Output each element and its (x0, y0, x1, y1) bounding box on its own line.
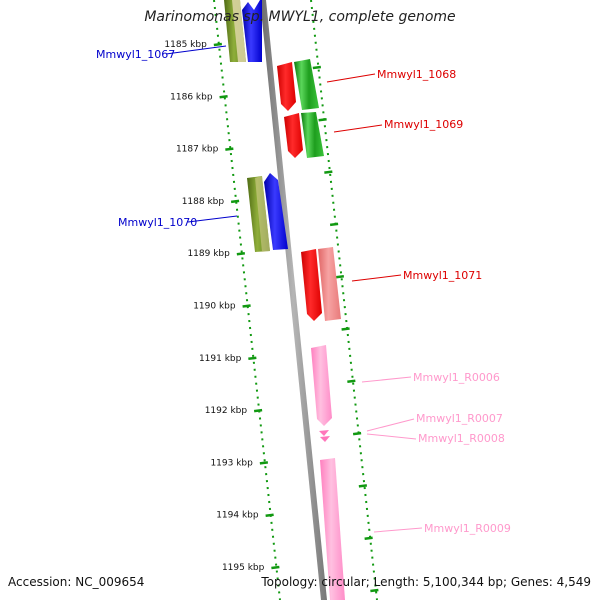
scale-tick-right-1185 (312, 65, 321, 70)
genome-backbone (260, 0, 327, 600)
rna-r0009-arrow[interactable] (320, 458, 345, 600)
gene-1071-arrow[interactable] (301, 249, 322, 321)
scale-tick-right-1191 (347, 379, 356, 384)
scale-tick-1195 (271, 565, 280, 570)
scale-tick-right-1186 (318, 118, 327, 122)
scale-label-1185: 1185 kbp (164, 40, 207, 50)
scale-label-1190: 1190 kbp (193, 302, 236, 312)
label-mmwyl1-r0008[interactable]: Mmwyl1_R0008 (418, 432, 505, 445)
scale-label-1194: 1194 kbp (216, 511, 259, 521)
label-mmwyl1-1069[interactable]: Mmwyl1_1069 (384, 118, 463, 131)
scale-tick-1194 (265, 513, 274, 517)
label-mmwyl1-r0007[interactable]: Mmwyl1_R0007 (416, 412, 503, 425)
scale-tick-right-1194 (364, 536, 373, 540)
gene-1067-arrow[interactable] (242, 0, 262, 62)
scale-tick-1192 (253, 408, 263, 413)
map-title: Marinomonas sp. MWYL1, complete genome (144, 9, 456, 25)
leader-r0007 (366, 418, 415, 432)
scale-tick-right-1190 (341, 327, 350, 331)
label-mmwyl1-1068[interactable]: Mmwyl1_1068 (377, 68, 456, 81)
genome-summary-text: Topology: circular; Length: 5,100,344 bp… (261, 575, 591, 589)
gene-1068-green-segment[interactable] (294, 59, 319, 110)
scale-tick-1193 (259, 461, 269, 465)
gene-1070-arrow[interactable] (264, 173, 288, 250)
label-mmwyl1-r0009[interactable]: Mmwyl1_R0009 (424, 522, 511, 535)
scale-label-1186: 1186 kbp (170, 92, 213, 102)
gene-1070-tan-segment (255, 176, 270, 252)
scale-tick-right-1188 (329, 222, 339, 227)
label-mmwyl1-1071[interactable]: Mmwyl1_1071 (403, 269, 482, 282)
leader-1069 (333, 124, 383, 133)
rna-r0007-arrow[interactable] (319, 430, 329, 436)
scale-tick-1191 (248, 356, 257, 361)
gene-1071-salmon-segment[interactable] (318, 247, 341, 321)
label-mmwyl1-1067[interactable]: Mmwyl1_1067 (96, 48, 175, 61)
scale-tick-right-1187 (324, 170, 333, 174)
gene-1068-arrow[interactable] (277, 62, 296, 111)
leader-1068 (326, 73, 376, 83)
right-guide-line (310, 0, 378, 600)
scale-label-1192: 1192 kbp (205, 406, 248, 416)
scale-tick-1189 (236, 251, 246, 256)
label-mmwyl1-1070[interactable]: Mmwyl1_1070 (118, 216, 197, 229)
left-guide-line (213, 0, 281, 600)
scale-label-1193: 1193 kbp (210, 458, 253, 468)
scale-tick-1186 (219, 95, 228, 99)
scale-label-1187: 1187 kbp (176, 145, 219, 155)
leader-1067 (165, 45, 227, 55)
scale-tick-1190 (242, 304, 251, 308)
gene-1069-green-segment[interactable] (301, 112, 324, 158)
scale-tick-1187 (225, 147, 234, 151)
scale-tick-right-1189 (335, 274, 345, 279)
leader-r0008 (366, 433, 417, 440)
rna-r0006-arrow[interactable] (311, 345, 332, 426)
scale-tick-right-1195 (370, 588, 379, 593)
scale-tick-1185 (213, 42, 222, 47)
leader-1070 (187, 215, 238, 223)
scale-label-1188: 1188 kbp (182, 197, 225, 207)
gene-1067-tan-segment (232, 0, 246, 62)
scale-tick-right-1193 (358, 484, 368, 488)
scale-label-1189: 1189 kbp (187, 249, 230, 259)
scale-tick-right-1192 (352, 431, 362, 436)
rna-r0008-arrow[interactable] (320, 436, 330, 442)
leader-r0009 (373, 527, 423, 533)
label-mmwyl1-r0006[interactable]: Mmwyl1_R0006 (413, 371, 500, 384)
leader-r0006 (361, 376, 412, 383)
scale-label-1195: 1195 kbp (222, 563, 265, 573)
accession-text: Accession: NC_009654 (8, 575, 145, 589)
scale-tick-1188 (230, 199, 240, 204)
scale-label-1191: 1191 kbp (199, 354, 242, 364)
leader-1071 (351, 274, 402, 282)
gene-1069-arrow[interactable] (284, 113, 303, 158)
